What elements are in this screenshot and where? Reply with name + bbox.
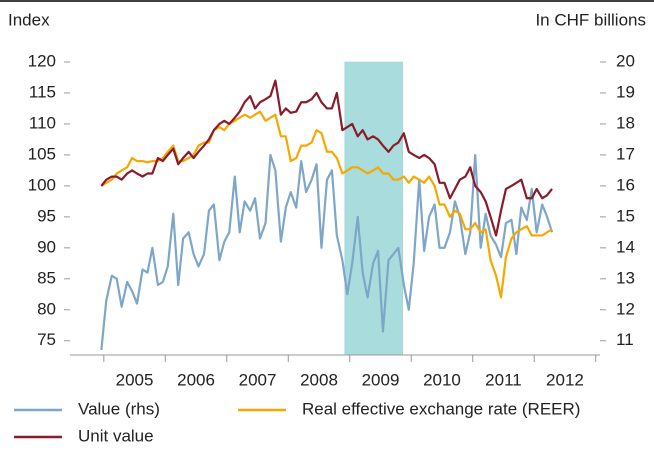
y-tick-label: 115 — [29, 82, 56, 101]
y2-tick-label: 19 — [616, 82, 635, 101]
x-tick-label: 2006 — [177, 370, 215, 389]
y2-tick-label: 13 — [616, 268, 635, 287]
y-tick-label: 95 — [37, 206, 56, 225]
x-tick-label: 2009 — [362, 370, 400, 389]
y2-tick-label: 16 — [616, 175, 635, 194]
y-tick-label: 120 — [28, 51, 56, 70]
y2-tick-label: 15 — [616, 206, 635, 225]
y-tick-label: 80 — [37, 299, 56, 318]
legend-label: Value (rhs) — [78, 399, 160, 418]
y2-tick-label: 11 — [616, 330, 634, 349]
series-line — [100, 79, 553, 237]
x-tick-label: 2005 — [116, 370, 154, 389]
shaded-region — [344, 61, 403, 356]
x-tick-label: 2011 — [485, 370, 522, 389]
legend-label: Real effective exchange rate (REER) — [302, 399, 580, 418]
y2-tick-label: 18 — [616, 113, 635, 132]
y2-tick-label: 17 — [616, 144, 635, 163]
y-tick-label: 100 — [28, 175, 56, 194]
y2-tick-label: 12 — [616, 299, 635, 318]
y-tick-label: 90 — [37, 237, 56, 256]
x-tick-label: 2010 — [423, 370, 461, 389]
x-tick-label: 2012 — [546, 370, 584, 389]
series-line — [100, 153, 554, 351]
y-tick-label: 85 — [37, 268, 56, 287]
x-tick-label: 2008 — [300, 370, 338, 389]
y-tick-label: 105 — [28, 144, 56, 163]
y-axis-label: Index — [8, 10, 50, 29]
y-tick-label: 110 — [29, 113, 56, 132]
x-tick-label: 2007 — [239, 370, 277, 389]
y2-axis-label: In CHF billions — [535, 10, 646, 29]
series-line — [100, 110, 553, 299]
legend-label: Unit value — [78, 426, 154, 445]
y2-tick-label: 14 — [616, 237, 635, 256]
y2-tick-label: 20 — [616, 51, 635, 70]
y-tick-label: 75 — [37, 330, 56, 349]
